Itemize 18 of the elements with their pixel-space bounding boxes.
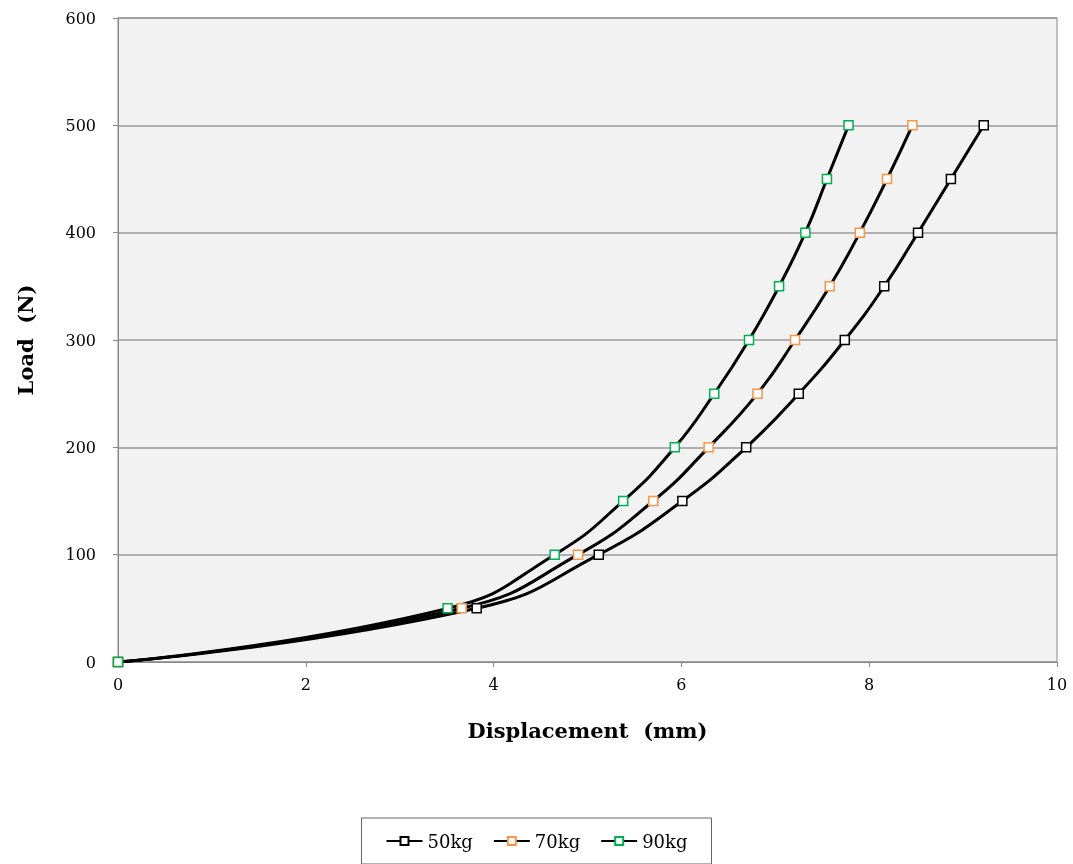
legend-label: 50kg	[427, 830, 473, 852]
x-axis-title: Displacement (mm)	[467, 718, 708, 743]
x-tick-label: 0	[112, 674, 124, 694]
x-tick-label: 6	[676, 674, 687, 694]
legend-label: 90kg	[642, 830, 688, 852]
y-tick-label: 200	[65, 437, 96, 457]
x-tick-label: 4	[488, 674, 499, 694]
x-tick-label: 10	[1046, 674, 1068, 694]
x-tick-label: 8	[864, 674, 875, 694]
y-tick-label: 400	[65, 223, 96, 243]
legend-label: 70kg	[534, 830, 581, 852]
y-axis-title: Load (N)	[13, 284, 38, 396]
y-tick-label: 100	[65, 545, 96, 565]
y-tick-label: 600	[65, 8, 96, 28]
y-tick-label: 0	[85, 652, 96, 672]
y-tick-label: 300	[65, 330, 96, 350]
x-tick-label: 2	[300, 674, 311, 694]
y-tick-label: 500	[65, 115, 96, 135]
